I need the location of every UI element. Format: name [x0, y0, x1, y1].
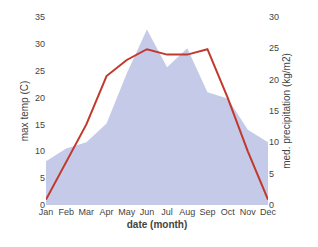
- svg-text:15: 15: [269, 106, 279, 116]
- svg-text:Jul: Jul: [161, 207, 173, 217]
- svg-text:5: 5: [40, 173, 45, 183]
- svg-text:Jun: Jun: [140, 207, 155, 217]
- svg-text:Feb: Feb: [58, 207, 74, 217]
- svg-text:20: 20: [269, 75, 279, 85]
- svg-text:Nov: Nov: [240, 207, 257, 217]
- svg-text:25: 25: [35, 66, 45, 76]
- svg-text:20: 20: [35, 93, 45, 103]
- svg-text:Jan: Jan: [39, 207, 54, 217]
- svg-text:10: 10: [269, 137, 279, 147]
- svg-text:Oct: Oct: [221, 207, 236, 217]
- svg-text:Mar: Mar: [79, 207, 95, 217]
- svg-text:Dec: Dec: [260, 207, 277, 217]
- svg-text:15: 15: [35, 120, 45, 130]
- svg-text:30: 30: [269, 12, 279, 22]
- svg-text:0: 0: [269, 200, 274, 210]
- svg-text:med. precipitation (kg/m2): med. precipitation (kg/m2): [281, 53, 292, 169]
- svg-text:25: 25: [269, 43, 279, 53]
- svg-text:5: 5: [269, 169, 274, 179]
- svg-text:Apr: Apr: [100, 207, 114, 217]
- svg-text:Sep: Sep: [199, 207, 215, 217]
- svg-text:max temp (C): max temp (C): [19, 81, 30, 142]
- svg-text:30: 30: [35, 39, 45, 49]
- svg-text:May: May: [118, 207, 136, 217]
- svg-text:Aug: Aug: [179, 207, 195, 217]
- svg-text:0: 0: [40, 200, 45, 210]
- svg-text:date (month): date (month): [127, 219, 188, 230]
- svg-text:35: 35: [35, 12, 45, 22]
- svg-text:10: 10: [35, 146, 45, 156]
